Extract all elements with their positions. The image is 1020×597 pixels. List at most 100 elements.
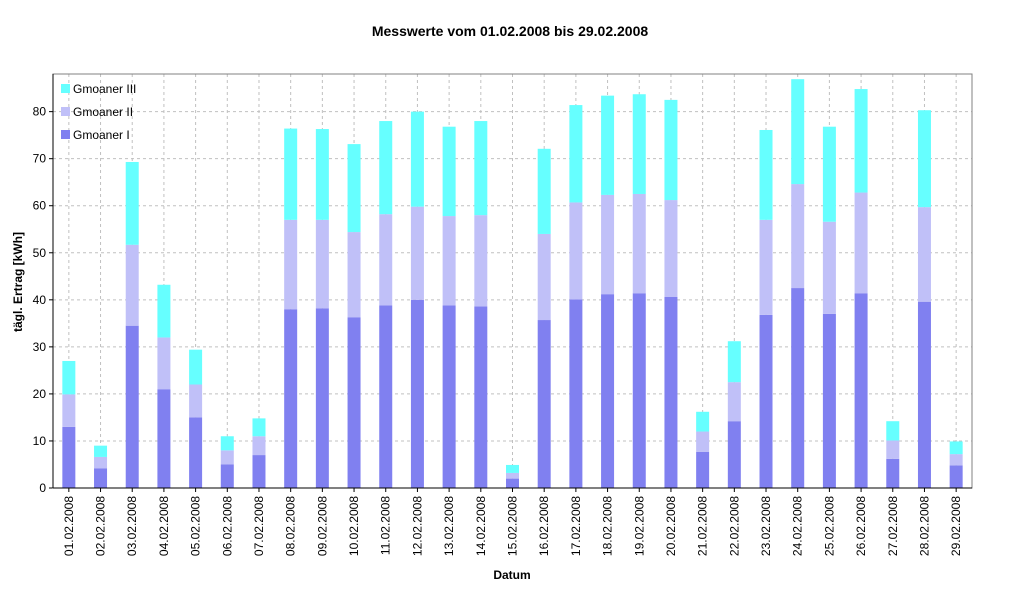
bar-segment [696, 451, 710, 488]
bar-segment [822, 221, 836, 314]
bar-segment [759, 314, 773, 488]
bar-segment [94, 468, 108, 488]
bar-segment [442, 126, 456, 217]
bar-segment [949, 454, 963, 466]
bar-segment [157, 389, 171, 488]
x-tick-label: 08.02.2008 [284, 496, 298, 556]
bar-segment [474, 306, 488, 488]
bar-segment [379, 305, 393, 488]
bar-segment [62, 426, 76, 488]
bar-segment [315, 129, 329, 220]
bar-segment [537, 320, 551, 488]
bar-segment [569, 299, 583, 488]
y-tick-label: 40 [33, 293, 47, 307]
bar-segment [442, 216, 456, 306]
legend-swatch [61, 84, 70, 93]
bar-segment [854, 89, 868, 193]
x-tick-label: 22.02.2008 [727, 496, 741, 556]
bar-segment [252, 436, 266, 456]
bar-segment [601, 194, 615, 295]
bar-segment [347, 232, 361, 318]
bar-segment [664, 200, 678, 297]
x-tick-label: 12.02.2008 [410, 496, 424, 556]
bar-segment [854, 293, 868, 488]
x-tick-label: 15.02.2008 [506, 496, 520, 556]
bar-segment [347, 144, 361, 233]
bar-segment [94, 445, 108, 457]
bar-segment [284, 128, 298, 220]
legend: Gmoaner III Gmoaner II Gmoaner I [61, 82, 136, 142]
bar-segment [315, 219, 329, 309]
y-tick-label: 60 [33, 199, 47, 213]
bar-segment [791, 184, 805, 289]
bar-segment [917, 110, 931, 208]
bar-segment [442, 305, 456, 488]
y-tick-label: 70 [33, 152, 47, 166]
y-tick-label: 10 [33, 434, 47, 448]
y-tick-labels: 0 10 20 30 40 50 60 70 80 [33, 105, 47, 495]
bar-segment [917, 207, 931, 302]
bar-segment [632, 94, 646, 194]
bar-segment [791, 288, 805, 488]
axes [49, 73, 973, 492]
x-tick-label: 07.02.2008 [252, 496, 266, 556]
x-tick-label: 10.02.2008 [347, 496, 361, 556]
y-tick-label: 30 [33, 340, 47, 354]
bar-segment [664, 99, 678, 201]
bar-segment [252, 455, 266, 488]
bar-segment [632, 193, 646, 294]
x-tick-label: 11.02.2008 [379, 496, 393, 555]
bars [62, 79, 963, 488]
bar-segment [284, 219, 298, 310]
bar-segment [886, 421, 900, 441]
bar-segment [506, 478, 519, 488]
legend-swatch [61, 107, 70, 116]
x-tick-label: 16.02.2008 [537, 496, 551, 556]
bar-segment [125, 244, 139, 326]
bar-segment [537, 233, 551, 321]
x-tick-label: 06.02.2008 [220, 496, 234, 556]
bar-segment [917, 301, 931, 488]
x-tick-label: 27.02.2008 [886, 496, 900, 556]
y-tick-label: 20 [33, 387, 47, 401]
bar-segment [822, 313, 836, 488]
bar-segment [94, 456, 108, 469]
x-tick-label: 09.02.2008 [315, 496, 329, 556]
bar-segment [506, 472, 519, 479]
bar-segment [601, 294, 615, 488]
x-tick-label: 28.02.2008 [917, 496, 931, 556]
y-tick-label: 0 [39, 481, 46, 495]
bar-segment [125, 161, 139, 245]
bar-segment [537, 148, 551, 234]
y-tick-label: 80 [33, 105, 47, 119]
bar-segment [759, 219, 773, 315]
x-tick-label: 14.02.2008 [474, 496, 488, 556]
bar-segment [157, 337, 171, 390]
bar-segment [569, 105, 583, 203]
x-tick-labels: 01.02.2008 02.02.2008 03.02.2008 04.02.2008… [62, 496, 963, 556]
bar-segment [474, 215, 488, 307]
bar-segment [886, 440, 900, 459]
bar-segment [949, 441, 963, 455]
legend-swatch [61, 130, 70, 139]
bar-segment [791, 79, 805, 185]
x-tick-label: 19.02.2008 [632, 496, 646, 556]
bar-segment [696, 411, 710, 432]
bar-segment [62, 394, 76, 427]
bar-segment [506, 464, 519, 473]
legend-label: Gmoaner III [73, 82, 136, 96]
bar-segment [157, 284, 171, 338]
x-tick-label: 03.02.2008 [125, 496, 139, 556]
legend-label: Gmoaner I [73, 128, 130, 142]
x-tick-label: 24.02.2008 [791, 496, 805, 556]
bar-segment [727, 382, 741, 422]
x-tick-label: 21.02.2008 [696, 496, 710, 556]
x-tick-label: 01.02.2008 [62, 496, 76, 556]
bar-segment [189, 349, 203, 385]
bar-segment [886, 458, 900, 488]
bar-segment [601, 95, 615, 195]
bar-segment [410, 206, 424, 300]
bar-segment [822, 126, 836, 222]
